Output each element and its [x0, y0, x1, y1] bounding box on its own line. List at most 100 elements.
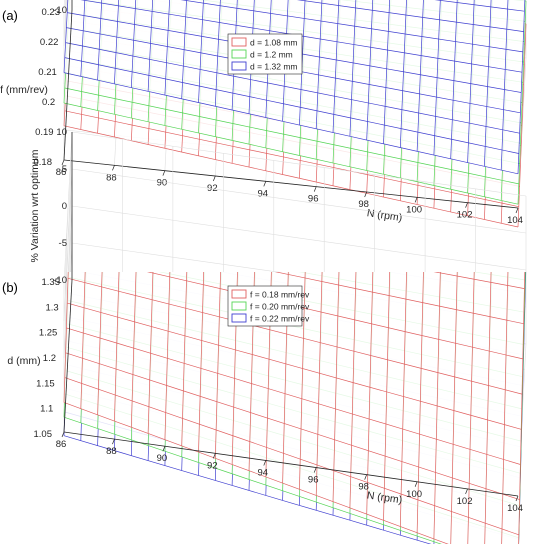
legend-entry: d = 1.2 mm: [250, 50, 293, 60]
surface-mesh-line: [434, 0, 525, 12]
x-tick-mark: [263, 181, 267, 187]
x-tick-label: 96: [308, 194, 319, 205]
back-wall-gridline-z: [71, 131, 527, 197]
x-tick-mark: [162, 446, 166, 452]
x-tick-mark: [364, 474, 367, 480]
x-axis-line: [63, 431, 519, 497]
y-tick-label: 1.35: [42, 277, 61, 288]
x-axis-title: N (rpm): [366, 207, 403, 224]
legend-swatch: [231, 37, 247, 47]
x-tick-label: 104: [507, 215, 523, 226]
surface-mesh-line: [67, 302, 522, 430]
x-tick-mark: [112, 438, 115, 445]
z-tick-label: 5: [62, 164, 67, 175]
y-axis-title: f (mm/rev): [0, 84, 48, 96]
x-tick-mark: [213, 453, 216, 459]
panel-label: (b): [2, 280, 18, 295]
x-tick-label: 98: [358, 482, 369, 493]
x-tick-label: 100: [406, 204, 422, 215]
surface-mesh-line: [67, 277, 523, 395]
legend-swatch: [231, 49, 247, 59]
x-tick-mark: [465, 202, 468, 208]
surfaces-group: [63, 0, 527, 228]
surface-mesh-line: [274, 272, 524, 325]
surface-mesh-line: [63, 0, 69, 73]
surface-series-2: [63, 0, 526, 175]
z-tick-label: -5: [59, 238, 67, 249]
side-wall-gridline-z: [63, 131, 73, 285]
x-tick-mark: [515, 207, 519, 214]
surface-mesh-line: [64, 377, 519, 536]
x-tick-label: 98: [358, 199, 369, 210]
surface-mesh-line: [63, 435, 432, 544]
x-tick-mark: [364, 191, 367, 198]
x-tick-label: 86: [56, 439, 67, 450]
legend-entry: f = 0.22 mm/rev: [250, 314, 310, 324]
y-axis-line: [63, 9, 73, 161]
back-wall-gridline-z: [71, 205, 527, 271]
x-tick-mark: [213, 175, 216, 182]
y-tick-label: 0.22: [40, 37, 59, 48]
y-tick-label: 0.2: [42, 97, 55, 108]
z-tick-label: -10: [53, 275, 67, 286]
x-tick-label: 86: [56, 167, 67, 178]
y-tick-label: 0.23: [42, 7, 61, 18]
legend-swatch: [231, 313, 247, 323]
surface-mesh-line: [65, 42, 520, 134]
x-tick-mark: [61, 159, 65, 166]
z-axis-title: % Variation wrt optimum: [29, 149, 41, 262]
x-tick-mark: [61, 431, 65, 438]
surface-mesh-line: [64, 57, 519, 154]
surface-fill: [64, 272, 525, 544]
y-tick-label: 0.19: [35, 127, 54, 138]
surface-mesh-line: [63, 72, 519, 175]
legend: d = 1.08 mm d = 1.2 mm d = 1.32 mm: [227, 33, 303, 75]
y-tick-label: 1.05: [34, 429, 53, 440]
x-tick-label: 90: [157, 178, 168, 189]
side-wall-gridline-z: [63, 0, 67, 47]
legend-swatch: [231, 61, 247, 71]
legend-entry: d = 1.32 mm: [250, 62, 297, 72]
x-tick-label: 92: [207, 460, 218, 471]
x-tick-mark: [414, 481, 418, 487]
y-tick-label: 0.21: [38, 67, 57, 78]
legend-swatch: [231, 289, 247, 299]
x-tick-label: 88: [106, 172, 117, 183]
x-tick-label: 96: [308, 475, 319, 486]
side-wall-gridline-z: [63, 168, 73, 322]
chart-panel-b: 868890929496981001021041.051.11.151.21.2…: [2, 127, 527, 544]
surface-mesh-line: [433, 272, 525, 289]
y-tick-label: 1.15: [36, 378, 55, 389]
surface-mesh-line: [66, 327, 521, 465]
x-tick-mark: [414, 197, 418, 203]
surface-mesh-line: [63, 402, 449, 544]
surface-mesh-line: [64, 87, 519, 185]
x-tick-label: 102: [457, 210, 473, 221]
x-tick-label: 104: [507, 503, 523, 514]
x-tick-mark: [263, 460, 267, 466]
chart-panel-a: 868890929496981001021040.180.190.20.210.…: [0, 0, 527, 228]
legend-swatch: [231, 301, 247, 311]
y-axis-title: d (mm): [7, 355, 40, 367]
x-tick-label: 102: [457, 496, 473, 507]
y-tick-label: 1.25: [39, 328, 58, 339]
x-tick-mark: [313, 186, 317, 192]
surface-mesh-line: [63, 102, 519, 205]
z-tick-label: 0: [62, 201, 67, 212]
x-tick-mark: [515, 495, 519, 502]
x-tick-mark: [465, 488, 468, 495]
y-tick-label: 1.2: [43, 353, 56, 364]
legend: f = 0.18 mm/rev f = 0.20 mm/rev f = 0.22 m…: [227, 285, 310, 327]
panel-label: (a): [2, 8, 18, 23]
x-tick-label: 100: [406, 489, 422, 500]
x-tick-label: 90: [157, 453, 168, 464]
surface-mesh-line: [64, 110, 519, 208]
z-tick-label: -10: [53, 5, 67, 16]
x-axis-line: [63, 159, 519, 209]
legend-entry: f = 0.18 mm/rev: [250, 290, 310, 300]
legend-entry: d = 1.08 mm: [250, 38, 297, 48]
x-tick-label: 88: [106, 446, 117, 457]
x-tick-label: 94: [257, 188, 268, 199]
z-tick-label: 10: [56, 127, 67, 138]
